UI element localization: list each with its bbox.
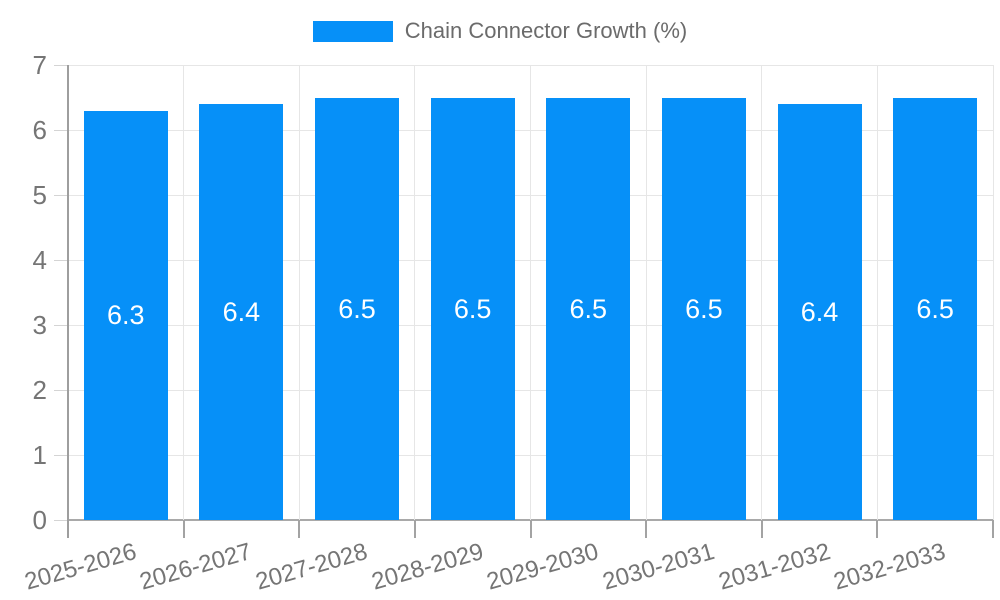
bar[interactable]: 6.5 <box>661 97 746 520</box>
y-axis-tick-label: 3 <box>32 310 47 340</box>
bar-value-label: 6.5 <box>453 293 492 324</box>
bar[interactable]: 6.3 <box>83 110 168 520</box>
bar-value-label: 6.4 <box>800 297 839 327</box>
gridline-vertical <box>298 65 300 520</box>
bar[interactable]: 6.5 <box>315 97 400 520</box>
y-axis-tick <box>54 519 68 521</box>
y-axis-tick <box>54 454 68 456</box>
gridline-vertical <box>530 65 531 520</box>
gridline-vertical <box>992 65 994 520</box>
legend-swatch <box>312 20 393 42</box>
legend: Chain Connector Growth (%) <box>0 18 1000 44</box>
bar-value-label: 6.5 <box>338 293 376 324</box>
y-axis-tick-label: 1 <box>32 440 47 470</box>
x-axis-tick <box>645 520 648 538</box>
y-axis-tick <box>54 129 68 131</box>
y-axis-tick <box>54 259 68 261</box>
y-axis-tick-label: 0 <box>32 505 47 535</box>
bar[interactable]: 6.4 <box>777 104 862 520</box>
bar[interactable]: 6.4 <box>199 104 284 520</box>
bar-value-label: 6.3 <box>107 300 145 331</box>
y-axis-tick-label: 2 <box>32 375 47 405</box>
y-axis-tick <box>54 324 68 326</box>
legend-label: Chain Connector Growth (%) <box>404 18 688 43</box>
bar-value-label: 6.5 <box>916 293 954 324</box>
bar-value-label: 6.5 <box>569 293 608 324</box>
gridline-vertical <box>761 65 763 520</box>
y-axis-tick-label: 4 <box>32 245 47 275</box>
x-axis-tick <box>182 520 185 538</box>
x-axis-tick <box>413 520 416 538</box>
x-axis-tick <box>760 520 763 538</box>
y-axis-line <box>67 65 69 538</box>
y-axis-tick-label: 6 <box>32 115 47 145</box>
gridline-vertical <box>876 65 878 520</box>
bar-value-label: 6.4 <box>222 297 261 327</box>
x-axis-tick <box>992 520 994 538</box>
y-axis-tick <box>54 389 68 391</box>
gridline-vertical <box>645 65 647 520</box>
gridline-vertical <box>414 65 416 520</box>
y-axis-tick-label: 7 <box>32 50 47 80</box>
bar[interactable]: 6.5 <box>893 97 978 520</box>
bar[interactable]: 6.5 <box>430 97 515 520</box>
y-axis-tick-label: 5 <box>32 180 47 210</box>
x-axis-tick <box>876 520 879 538</box>
gridline-vertical <box>183 65 185 520</box>
x-axis-tick <box>298 520 301 538</box>
y-axis-tick <box>54 194 68 196</box>
bar-value-label: 6.5 <box>685 293 723 324</box>
y-axis-tick <box>54 64 68 66</box>
x-axis-tick <box>529 520 532 538</box>
bar[interactable]: 6.5 <box>546 97 631 520</box>
